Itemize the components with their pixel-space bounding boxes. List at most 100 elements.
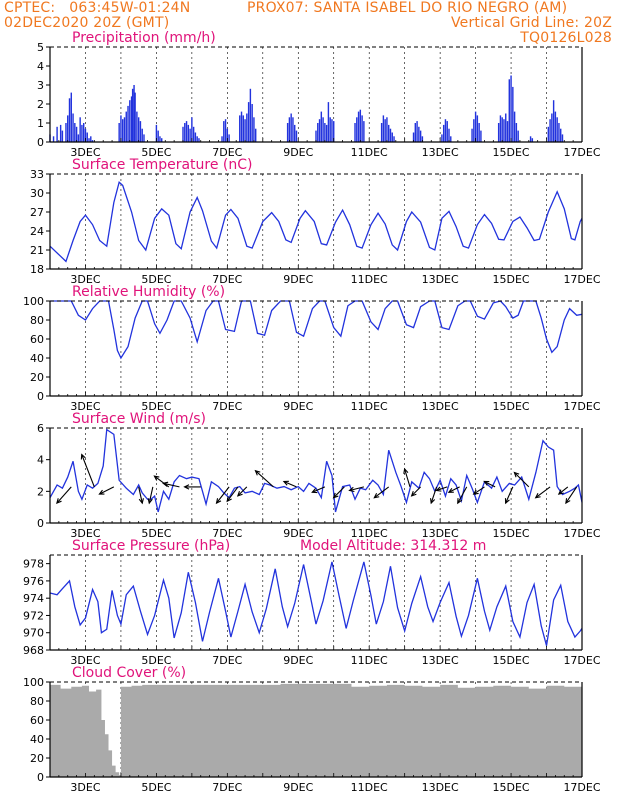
y-tick-label: 4	[37, 454, 44, 467]
precip-bar	[182, 126, 184, 142]
y-tick-label: 18	[30, 263, 44, 276]
panel-2: Relative Humidity (%) 0 20 40 60 80 100 3DEC 5DE…	[23, 284, 601, 413]
precip-bar	[471, 128, 473, 142]
precip-bar	[418, 126, 420, 142]
precip-bar	[185, 121, 188, 142]
precip-bar	[508, 79, 511, 142]
wind-arrow-head	[435, 486, 442, 492]
wind-arrow-head	[311, 488, 318, 494]
panel-5: Cloud Cover (%) 0 20 40 60 80 100 3DEC 5DEC 7DEC 9…	[23, 665, 601, 794]
wind-arrow-head	[447, 488, 454, 493]
precip-bar	[161, 138, 163, 142]
wind-arrow-head	[254, 469, 261, 476]
wind-arrow-head	[483, 480, 490, 486]
y-tick-label: 974	[23, 592, 44, 605]
precip-bar	[517, 130, 519, 142]
x-tick-label: 15DEC	[493, 400, 530, 413]
wind-arrow	[237, 486, 248, 497]
cloud-cover-area	[50, 683, 582, 777]
y-tick-label: 5	[37, 41, 44, 54]
y-tick-label: 60	[30, 333, 44, 346]
panel-title: Surface Wind (m/s)	[72, 411, 206, 427]
x-tick-label: 3DEC	[70, 400, 100, 413]
wind-arrow-head	[215, 498, 222, 505]
x-tick-label: 17DEC	[563, 146, 600, 159]
y-tick-label: 24	[30, 225, 44, 238]
wind-arrow	[411, 486, 422, 497]
precip-bar	[59, 124, 62, 142]
wind-arrow	[226, 486, 239, 502]
panel-0: Precipitation (mm/h) 0 1 2 3 4 5 3DEC 5DEC 7DEC 9D…	[37, 30, 601, 159]
wind-arrow-head	[565, 498, 571, 505]
precip-bar	[320, 111, 323, 142]
precip-bar	[155, 124, 158, 142]
precip-bar	[506, 121, 509, 142]
wind-arrow	[138, 486, 143, 504]
precip-bar	[416, 121, 418, 142]
x-tick-label: 13DEC	[422, 527, 459, 540]
y-tick-label: 40	[30, 733, 44, 746]
precip-bar	[74, 123, 76, 142]
y-tick-label: 80	[30, 314, 44, 327]
x-tick-label: 3DEC	[70, 781, 100, 794]
precip-bar	[84, 128, 87, 142]
x-tick-label: 13DEC	[422, 654, 459, 667]
precip-bar	[52, 136, 55, 142]
precip-bar	[72, 113, 74, 142]
precip-bar	[292, 117, 294, 142]
x-tick-label: 5DEC	[141, 527, 171, 540]
precip-bar	[90, 136, 92, 142]
x-tick-label: 5DEC	[141, 781, 171, 794]
precip-bar	[249, 88, 252, 142]
precip-bar	[549, 119, 551, 142]
x-tick-label: 7DEC	[212, 527, 242, 540]
precip-bar	[354, 123, 356, 142]
precip-bar	[318, 119, 321, 142]
wind-arrow	[216, 486, 230, 504]
wind-arrow	[535, 486, 551, 499]
panel-subtitle: Model Altitude: 314.312 m	[300, 538, 486, 554]
y-tick-label: 0	[37, 390, 44, 403]
x-tick-label: 9DEC	[283, 400, 313, 413]
x-tick-label: 11DEC	[351, 146, 388, 159]
series-line	[49, 428, 583, 513]
precip-bar	[560, 128, 562, 142]
precip-bar	[82, 123, 85, 142]
precip-bar	[196, 136, 198, 142]
panel-4: Surface Pressure (hPa) Model Altitude: 31…	[23, 538, 601, 667]
precip-bar	[56, 126, 58, 142]
x-tick-label: 5DEC	[141, 400, 171, 413]
wind-arrow-head	[282, 480, 289, 486]
x-tick-label: 11DEC	[351, 654, 388, 667]
precip-bar	[125, 111, 127, 142]
precip-bar	[442, 124, 445, 142]
precip-bar	[497, 123, 500, 142]
precip-bar	[198, 138, 200, 142]
y-tick-label: 100	[23, 295, 44, 308]
wind-arrow-head	[80, 453, 86, 460]
wind-arrow	[505, 486, 514, 504]
precip-bar	[505, 113, 507, 142]
x-tick-label: 15DEC	[493, 146, 530, 159]
y-tick-label: 20	[30, 752, 44, 765]
wind-arrow-head	[472, 489, 479, 495]
wind-arrow	[163, 482, 180, 488]
precip-bar	[446, 121, 448, 142]
y-tick-label: 972	[23, 609, 44, 622]
wind-arrow-head	[162, 481, 169, 487]
precip-bar	[137, 117, 140, 142]
y-tick-label: 40	[30, 352, 44, 365]
x-tick-label: 9DEC	[283, 781, 313, 794]
precip-bar	[501, 117, 503, 142]
precip-bar	[91, 140, 94, 142]
precip-bar	[450, 136, 452, 142]
y-tick-label: 2	[37, 98, 44, 111]
precip-bar	[329, 117, 331, 142]
precip-bar	[331, 119, 333, 142]
y-tick-label: 21	[30, 244, 44, 257]
y-tick-label: 3	[37, 79, 44, 92]
precip-bar	[552, 100, 555, 142]
x-tick-label: 9DEC	[283, 654, 313, 667]
precip-bar	[513, 111, 516, 142]
x-tick-label: 13DEC	[422, 146, 459, 159]
